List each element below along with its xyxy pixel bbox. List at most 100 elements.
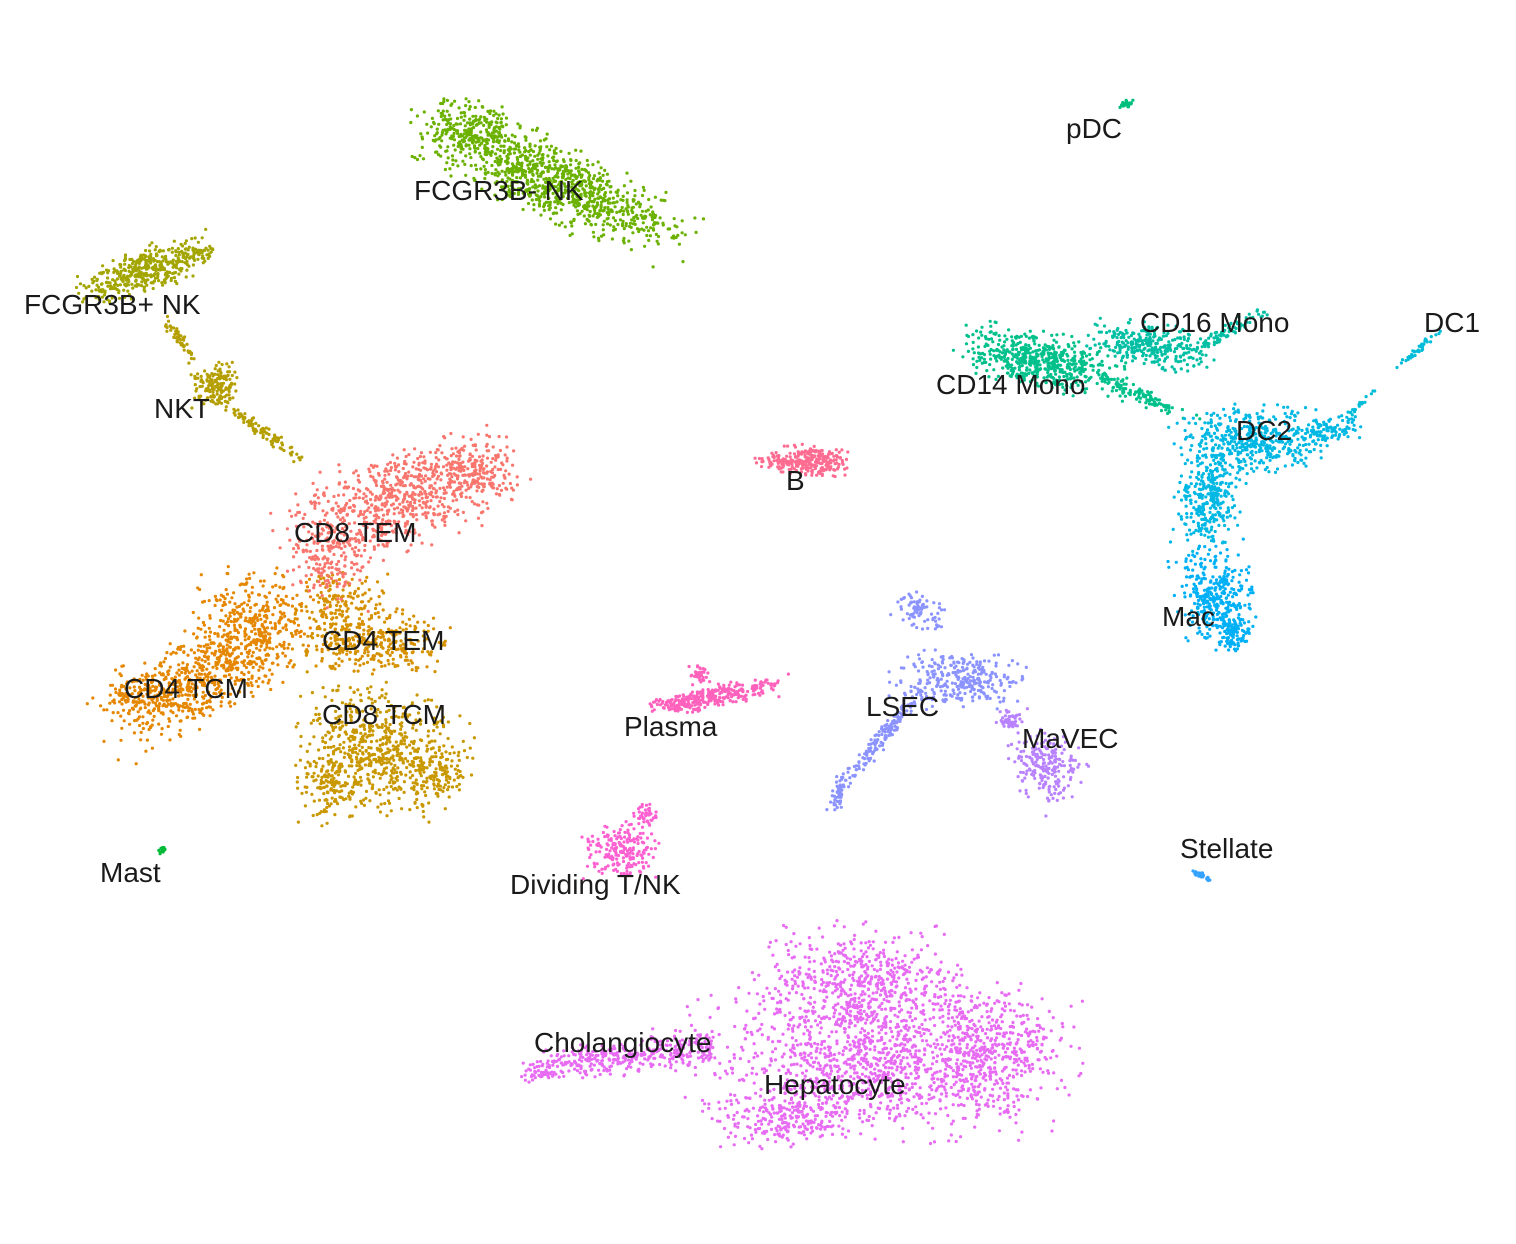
point — [735, 1110, 739, 1115]
point — [887, 957, 891, 961]
point — [963, 1116, 967, 1120]
point — [267, 678, 271, 682]
point — [892, 1053, 896, 1057]
point — [602, 1068, 606, 1073]
point — [939, 1004, 943, 1008]
point — [230, 596, 234, 600]
point — [904, 1072, 908, 1076]
point — [438, 732, 442, 736]
point — [535, 1065, 539, 1069]
point — [952, 1083, 956, 1087]
point — [265, 642, 269, 647]
point — [199, 573, 203, 577]
point — [817, 1123, 821, 1127]
point — [414, 768, 418, 773]
point — [363, 763, 367, 767]
point — [899, 1059, 903, 1063]
point — [681, 1061, 685, 1065]
point — [856, 1090, 861, 1094]
point — [320, 656, 324, 661]
point — [987, 1021, 991, 1025]
point — [978, 1049, 983, 1053]
point — [108, 693, 112, 697]
point — [205, 667, 209, 671]
point — [718, 1107, 722, 1111]
point — [862, 1108, 866, 1113]
point — [408, 808, 412, 812]
point — [813, 979, 817, 983]
point — [961, 1068, 965, 1072]
point — [264, 674, 268, 678]
point — [1031, 1067, 1035, 1071]
point — [1050, 1049, 1054, 1053]
point — [826, 1083, 831, 1087]
point — [121, 708, 126, 712]
point — [329, 611, 333, 615]
point — [864, 963, 868, 967]
point — [916, 1068, 920, 1072]
point — [361, 752, 365, 756]
point — [888, 1026, 892, 1030]
point — [772, 1012, 777, 1016]
point — [881, 1051, 885, 1055]
point — [857, 1075, 861, 1080]
point — [745, 1107, 749, 1112]
point — [884, 1025, 888, 1029]
point — [874, 1057, 878, 1061]
point — [360, 801, 364, 806]
point — [935, 984, 939, 988]
point — [970, 1097, 975, 1101]
point — [1028, 1088, 1032, 1092]
point — [861, 1080, 866, 1084]
point — [802, 1051, 806, 1055]
point — [1043, 1055, 1047, 1060]
point — [325, 821, 329, 825]
point — [144, 749, 148, 753]
point — [949, 1133, 953, 1137]
point — [806, 1079, 810, 1084]
point — [867, 981, 871, 985]
point — [986, 1036, 990, 1040]
point — [810, 1056, 814, 1060]
point — [305, 585, 310, 589]
point — [343, 751, 347, 755]
point — [381, 608, 385, 612]
point — [897, 966, 902, 970]
point — [117, 700, 122, 704]
point — [395, 775, 399, 779]
point — [359, 693, 363, 697]
point — [693, 1073, 698, 1077]
point — [260, 659, 264, 663]
points-cd8-tcm — [294, 670, 476, 828]
point — [970, 999, 974, 1003]
point — [157, 706, 161, 710]
point — [907, 998, 912, 1002]
point — [961, 1011, 965, 1015]
point — [775, 962, 779, 967]
point — [1059, 1036, 1063, 1040]
point — [827, 1076, 832, 1080]
point — [835, 1039, 839, 1043]
point — [874, 974, 878, 979]
point — [373, 606, 378, 611]
point — [924, 1039, 929, 1043]
point — [828, 1017, 832, 1021]
point — [968, 1035, 972, 1039]
point — [997, 1053, 1001, 1057]
point — [396, 766, 400, 770]
point — [316, 633, 320, 638]
point — [352, 690, 356, 695]
point — [394, 610, 398, 614]
point — [902, 1067, 906, 1071]
point — [701, 1109, 705, 1113]
point — [438, 760, 442, 765]
point — [397, 785, 401, 789]
point — [809, 1126, 814, 1130]
point — [965, 986, 969, 990]
point — [383, 801, 387, 806]
point — [294, 632, 298, 636]
point — [751, 1106, 756, 1110]
point — [946, 970, 951, 974]
point — [848, 1084, 852, 1088]
point — [214, 598, 218, 602]
